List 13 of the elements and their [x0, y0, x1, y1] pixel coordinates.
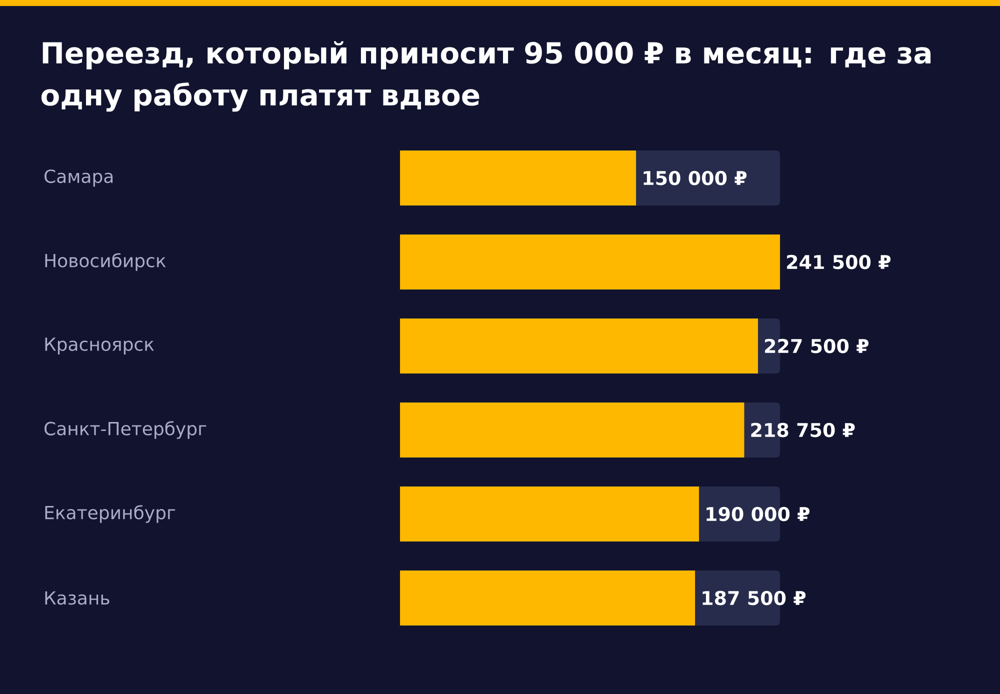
y-tick-label: Казань: [45, 591, 110, 605]
y-tick-label: Екатеринбург: [45, 505, 176, 523]
data-label: 241 500 ₽: [787, 254, 891, 270]
data-label: 190 000 ₽: [706, 506, 810, 522]
y-tick-label: Санкт-Петербург: [44, 421, 206, 439]
y-tick-label: Красноярск: [45, 338, 154, 354]
data-label: 150 000 ₽: [644, 170, 747, 186]
chart-title: Переезд, который приносит 95 000 ₽ в месяц: где за одну работу платят вдвое: [41, 41, 931, 112]
y-tick-label: Самара: [44, 169, 113, 187]
data-label: 218 750 ₽: [751, 422, 855, 438]
y-tick-label: Новосибирск: [45, 253, 166, 271]
data-label: 227 500 ₽: [765, 338, 869, 354]
data-label: 187 500 ₽: [702, 590, 806, 606]
